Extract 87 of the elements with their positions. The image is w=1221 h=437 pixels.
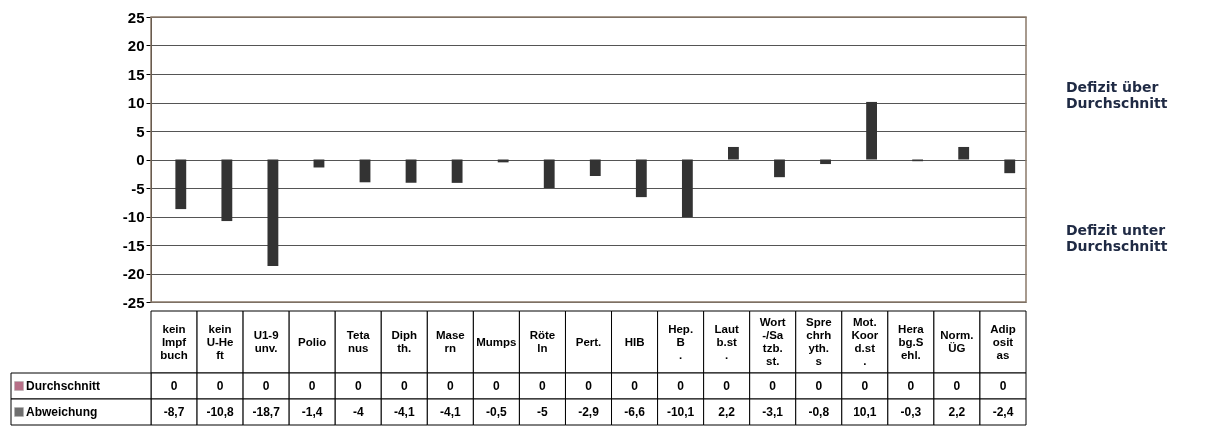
- x-tick-label: HIB: [624, 335, 645, 348]
- bar: [774, 159, 785, 178]
- x-tick-label: Tetanus: [346, 329, 371, 354]
- bar: [175, 159, 187, 210]
- bar: [543, 159, 555, 188]
- text: Defizit unter Durchschnitt: [1066, 221, 1168, 254]
- data-label: 0: [493, 379, 501, 393]
- x-tick-label: Masern: [435, 329, 465, 354]
- data-label: -0,3: [900, 405, 922, 419]
- data-label: 0: [585, 379, 593, 393]
- data-label: 0: [354, 379, 362, 393]
- data-label: 0: [815, 379, 823, 393]
- data-label: -10,8: [206, 405, 235, 419]
- x-tick-label: Mumps: [476, 335, 517, 348]
- y-tick-label: -20: [122, 265, 145, 282]
- data-label: 0: [723, 379, 731, 393]
- y-tick-label: -25: [122, 293, 145, 311]
- x-tick-label: Diphth.: [391, 329, 418, 354]
- data-label: -6,6: [624, 405, 646, 419]
- data-label: 0: [262, 379, 270, 393]
- data-label: -0,8: [808, 405, 830, 419]
- bar: [1004, 159, 1016, 174]
- data-label: 0: [769, 379, 777, 393]
- x-tick-label: Röteln: [529, 329, 556, 354]
- data-label: -18,7: [252, 405, 281, 419]
- x-tick-label: Sprechrhyth.s: [805, 316, 832, 367]
- bar: [958, 146, 970, 160]
- data-label: -10,1: [666, 405, 695, 419]
- y-tick-label: -10: [122, 208, 145, 225]
- data-label: 0: [953, 379, 961, 393]
- data-label: -8,7: [163, 405, 185, 419]
- bar: [728, 146, 739, 160]
- data-label: 10,1: [853, 405, 877, 419]
- data-label: -0,5: [486, 405, 508, 419]
- data-label: -2,4: [992, 405, 1014, 419]
- y-tick-label: 5: [136, 122, 145, 140]
- data-label: -4: [352, 405, 364, 419]
- y-tick-label: -15: [122, 236, 145, 254]
- y-tick-label: 15: [127, 65, 145, 83]
- y-tick-label: 0: [136, 151, 145, 168]
- x-tick-label: Mot. Koord.st.: [851, 316, 879, 367]
- x-tick-label: Hep. B .: [668, 322, 694, 361]
- data-label: 0: [999, 379, 1007, 393]
- data-label: -3,1: [762, 405, 784, 419]
- y-tick-label: 25: [127, 8, 145, 26]
- data-label: 0: [907, 379, 915, 393]
- bar: [267, 159, 279, 267]
- bar: [681, 159, 693, 218]
- data-label: 2,2: [718, 405, 736, 419]
- y-tick-label: -5: [131, 179, 145, 197]
- data-label: -4,1: [393, 405, 415, 419]
- data-label: 0: [400, 379, 408, 393]
- x-tick-label: U1-9 unv.: [253, 329, 279, 354]
- data-label: 0: [170, 379, 178, 393]
- data-label: -1,4: [301, 405, 323, 419]
- x-tick-label: Polio: [298, 335, 327, 348]
- bar: [866, 101, 878, 160]
- bar: [635, 159, 647, 198]
- x-tick-label: kein U-Heft: [206, 322, 234, 361]
- data-label: -5: [537, 405, 549, 419]
- bar: [221, 159, 233, 222]
- y-tick-label: 10: [127, 94, 145, 111]
- x-tick-label: Lautb.st.: [714, 322, 739, 361]
- data-label: 0: [216, 379, 224, 393]
- text: Defizit über Durchschnitt: [1066, 79, 1168, 112]
- x-tick-label: Adipositas: [990, 322, 1016, 361]
- data-label: 0: [631, 379, 639, 393]
- x-tick-label: Herabg.Sehl.: [898, 322, 925, 361]
- y-tick-label: 20: [127, 37, 145, 54]
- x-tick-label: Pert.: [575, 335, 602, 348]
- bar: [589, 159, 601, 177]
- data-label: 0: [308, 379, 316, 393]
- data-label: -2,9: [578, 405, 600, 419]
- bar: [451, 159, 463, 183]
- data-label: 0: [677, 379, 685, 393]
- data-label: 0: [539, 379, 547, 393]
- bar: [405, 159, 417, 183]
- legend-label: Abweichung: [26, 405, 98, 419]
- data-label: -4,1: [440, 405, 461, 419]
- x-tick-label: Wort-/Satzb.st.: [759, 316, 786, 367]
- x-tick-label: Norm. ÜG: [940, 329, 974, 354]
- data-label: 2,2: [948, 405, 966, 419]
- data-label: 0: [447, 379, 454, 393]
- data-label: 0: [861, 379, 869, 393]
- legend-label: Durchschnitt: [26, 379, 101, 393]
- bar: [820, 159, 831, 165]
- x-tick-label: kein Impfbuch: [160, 322, 188, 361]
